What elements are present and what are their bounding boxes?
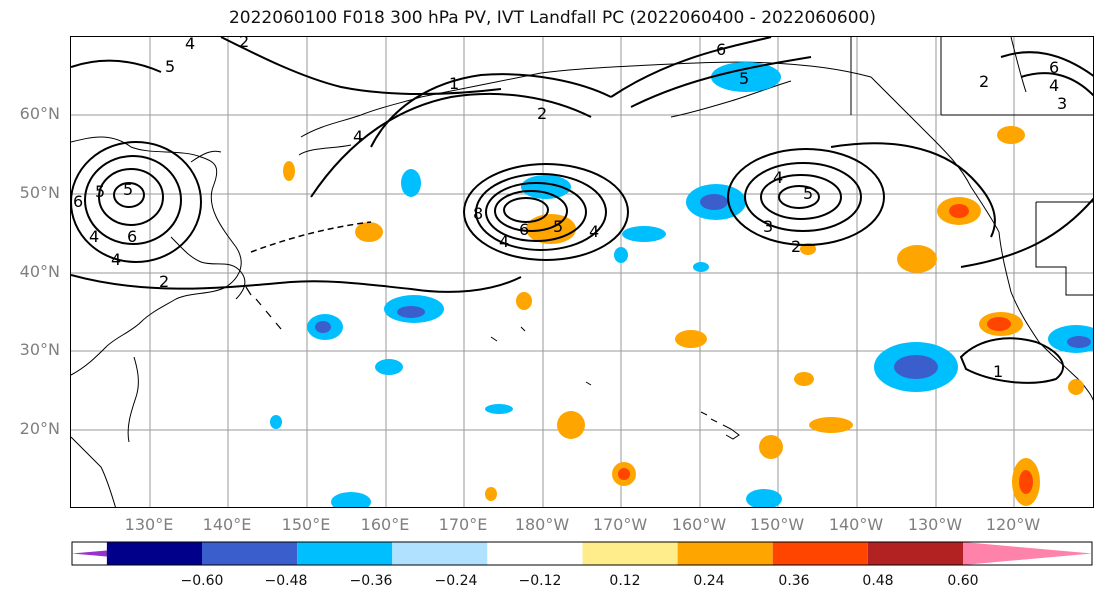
colorbar [71, 541, 1093, 566]
colorbar-segment [297, 542, 393, 565]
contour-label: 6 [127, 227, 137, 246]
colorbar-tick: −0.24 [434, 573, 478, 589]
lat-label-20n: 20°N [19, 419, 60, 438]
contour-label: 4 [111, 250, 121, 269]
lon-label-160w: 160°W [671, 515, 727, 534]
colorbar-segment [772, 542, 868, 565]
lon-label-160e: 160°E [360, 515, 410, 534]
contour-label: 3 [763, 217, 773, 236]
contour-label: 2 [979, 72, 989, 91]
colorbar-segment [106, 542, 202, 565]
contour-label: 5 [803, 184, 813, 203]
contour-label: 4 [353, 127, 363, 146]
contour-label: 4 [499, 232, 509, 251]
colorbar-tick: −0.48 [264, 573, 308, 589]
contour-label: 5 [123, 180, 133, 199]
contour-label: 5 [95, 182, 105, 201]
colorbar-tick: −0.12 [518, 573, 562, 589]
contour-label: 4 [589, 222, 599, 241]
colorbar-segment [867, 542, 963, 565]
ivt-contours-dashed [250, 221, 372, 253]
contour-label: 4 [773, 168, 783, 187]
map-title: 2022060100 F018 300 hPa PV, IVT Landfall… [228, 8, 876, 28]
colorbar-segments [72, 542, 1092, 565]
contour-label: 2 [791, 237, 801, 256]
contour-labels: 5 4 6 5 4 4 2 1 5 6 2 4 5 6 4 3 5 6 4 2 … [73, 37, 1067, 381]
lon-label-120w: 120°W [985, 515, 1041, 534]
colorbar-segment [677, 542, 773, 565]
colorbar-tick: 0.60 [947, 573, 979, 589]
contour-label: 6 [73, 192, 83, 211]
lon-label-170w: 170°W [592, 515, 648, 534]
colorbar-segment [392, 542, 488, 565]
lon-label-150w: 150°W [749, 515, 805, 534]
contour-label: 2 [537, 104, 547, 123]
contour-label: 4 [185, 37, 195, 53]
contour-label: 5 [553, 217, 563, 236]
contour-label: 3 [1057, 94, 1067, 113]
colorbar-tick: −0.60 [180, 573, 224, 589]
contour-label: 8 [473, 204, 483, 223]
lon-label-170e: 170°E [438, 515, 488, 534]
ivt-contours [71, 37, 1093, 384]
contour-label: 2 [239, 37, 249, 51]
lon-label-140e: 140°E [202, 515, 252, 534]
contour-label: 1 [449, 74, 459, 93]
lat-label-30n: 30°N [19, 340, 60, 359]
contour-label: 5 [739, 69, 749, 88]
colorbar-tick: 0.48 [862, 573, 894, 589]
contour-label: 6 [1049, 58, 1059, 77]
colorbar-tick: 0.12 [609, 573, 641, 589]
contour-label: 4 [1049, 76, 1059, 95]
coastlines [71, 37, 1093, 507]
lat-label-60n: 60°N [19, 104, 60, 123]
pv-shading [270, 62, 1093, 507]
contour-label: 4 [89, 227, 99, 246]
colorbar-tick: 0.24 [693, 573, 725, 589]
colorbar-extend-high [963, 542, 1092, 565]
map-canvas: 5 4 6 5 4 4 2 1 5 6 2 4 5 6 4 3 5 6 4 2 … [71, 37, 1093, 507]
colorbar-segment [487, 542, 583, 565]
colorbar-segment [202, 542, 298, 565]
contour-label: 6 [519, 220, 529, 239]
contour-label: 1 [993, 362, 1003, 381]
lon-label-180w: 180°W [514, 515, 570, 534]
lon-label-150e: 150°E [281, 515, 331, 534]
colorbar-tick: 0.36 [778, 573, 810, 589]
contour-label: 2 [159, 272, 169, 291]
lon-label-130w: 130°W [907, 515, 963, 534]
lat-label-50n: 50°N [19, 183, 60, 202]
lon-label-140w: 140°W [828, 515, 884, 534]
contour-label: 5 [165, 57, 175, 76]
colorbar-tick: −0.36 [349, 573, 393, 589]
contour-label: 6 [716, 40, 726, 59]
map-panel: 5 4 6 5 4 4 2 1 5 6 2 4 5 6 4 3 5 6 4 2 … [70, 36, 1094, 508]
colorbar-segment [582, 542, 678, 565]
lon-label-130e: 130°E [124, 515, 174, 534]
lat-label-40n: 40°N [19, 262, 60, 281]
